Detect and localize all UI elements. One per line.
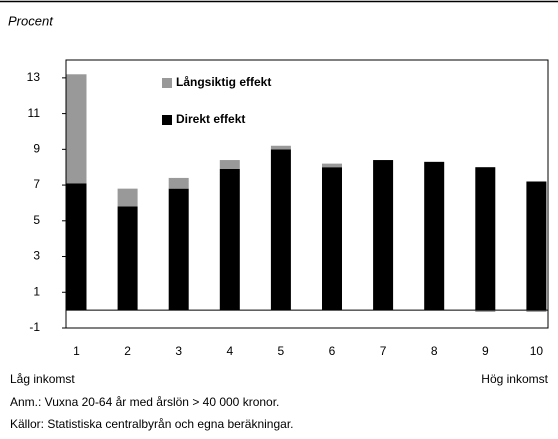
- bar-segment: [270, 149, 291, 311]
- bar-segment: [322, 163, 342, 168]
- x-tick-label: 10: [530, 344, 544, 358]
- y-tick-label: 5: [33, 213, 40, 227]
- x-end-label: Hög inkomst: [481, 372, 548, 386]
- x-tick-label: 2: [124, 344, 131, 358]
- plot-frame: [65, 59, 549, 329]
- y-tick-label: 3: [33, 249, 40, 263]
- x-tick-label: 5: [278, 344, 285, 358]
- bar-segment: [526, 181, 547, 311]
- bar-segment: [322, 167, 342, 311]
- bar-segment: [219, 168, 240, 311]
- bar-segment: [168, 188, 189, 311]
- bar-segment: [117, 188, 138, 207]
- y-unit: Procent: [8, 13, 54, 28]
- note: Anm.: Vuxna 20-64 år med årslön > 40 000…: [10, 395, 279, 409]
- x-tick-label: 1: [73, 344, 80, 358]
- bar-segment: [475, 167, 496, 311]
- legend-swatch: [162, 78, 172, 88]
- bar-segment: [270, 145, 291, 150]
- y-tick-label: 11: [28, 106, 41, 120]
- x-tick-label: 6: [329, 344, 336, 358]
- x-end-label: Låg inkomst: [10, 372, 75, 386]
- bar-segment: [117, 206, 138, 311]
- x-tick-label: 8: [431, 344, 438, 358]
- bar-segment: [168, 177, 189, 189]
- bar-segment: [424, 161, 445, 311]
- bar-segment: [66, 74, 87, 184]
- bar-segment: [219, 160, 240, 169]
- x-tick-label: 3: [175, 344, 182, 358]
- bar-segment: [66, 183, 87, 311]
- legend-label: Långsiktig effekt: [176, 75, 271, 89]
- note: Källor: Statistiska centralbyrån och egn…: [10, 417, 294, 431]
- legend-swatch: [162, 115, 172, 125]
- y-tick-label: -1: [29, 320, 40, 334]
- x-tick-label: 4: [226, 344, 233, 358]
- y-tick-label: 13: [27, 70, 41, 84]
- legend-label: Direkt effekt: [176, 112, 245, 126]
- y-tick-label: 9: [33, 142, 40, 156]
- bar-segment: [526, 310, 547, 312]
- x-tick-label: 7: [380, 344, 387, 358]
- y-tick-label: 7: [33, 177, 40, 191]
- bar-segment: [373, 160, 394, 311]
- y-tick-label: 1: [33, 284, 40, 298]
- bar-segment: [475, 310, 496, 312]
- x-tick-label: 9: [482, 344, 489, 358]
